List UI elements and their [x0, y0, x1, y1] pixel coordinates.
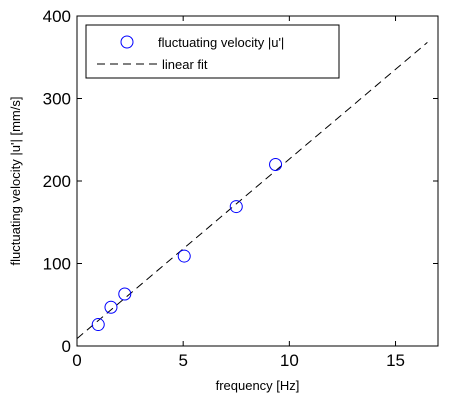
x-tick-label: 0 [72, 351, 81, 370]
data-points-layer [91, 158, 283, 332]
data-point [118, 287, 132, 301]
legend-marker-circle-icon [120, 35, 134, 49]
x-tick-label: 5 [178, 351, 187, 370]
data-point [91, 318, 105, 332]
data-point [229, 200, 243, 214]
y-tick-label: 200 [43, 172, 71, 191]
y-tick-label: 0 [62, 337, 71, 356]
data-point [104, 300, 118, 314]
linear-fit-line [76, 42, 428, 339]
axis-ticks: 0 5 10 15 0 100 200 300 400 [43, 7, 438, 370]
data-point [269, 158, 283, 171]
y-tick-label: 100 [43, 255, 71, 274]
x-axis-label: frequency [Hz] [216, 378, 300, 393]
legend-box [85, 24, 340, 79]
legend-label-fluctuating-velocity: fluctuating velocity |u'| [158, 35, 284, 50]
x-tick-label: 10 [280, 351, 299, 370]
y-tick-label: 300 [43, 90, 71, 109]
fit-line-layer [76, 42, 428, 339]
legend-label-linear-fit: linear fit [162, 57, 208, 72]
y-tick-label: 400 [43, 7, 71, 26]
legend: fluctuating velocity |u'| linear fit [85, 24, 340, 79]
y-axis-label: fluctuating velocity |u'| [mm/s] [8, 97, 23, 266]
x-tick-label: 15 [386, 351, 405, 370]
data-point [177, 249, 191, 263]
